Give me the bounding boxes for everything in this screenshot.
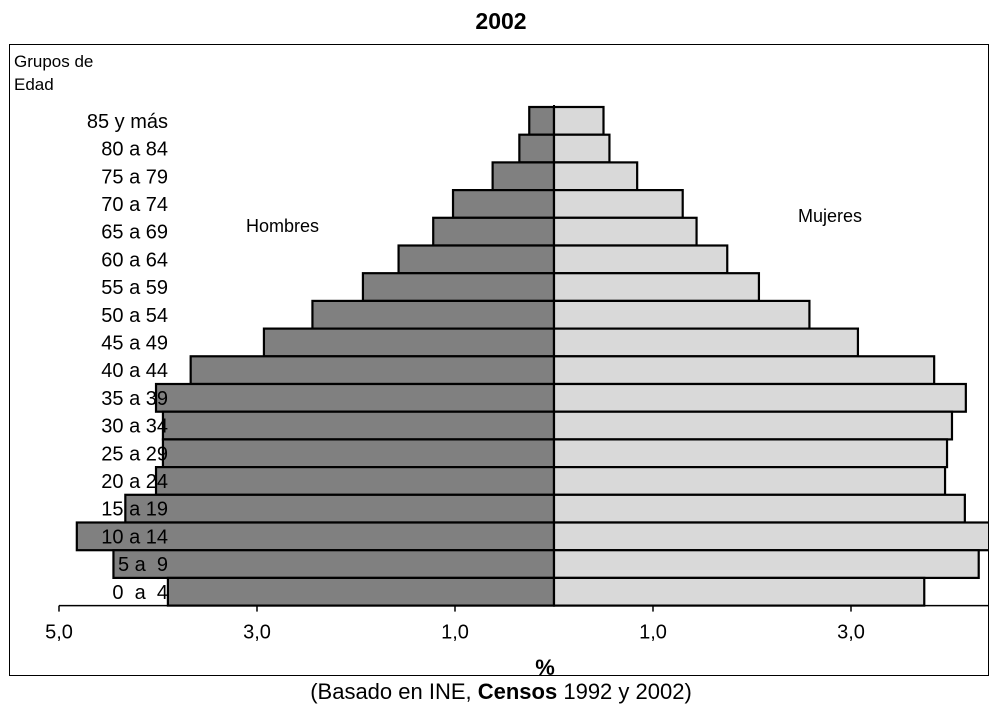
bar-mujeres xyxy=(552,299,811,330)
age-group-label: 60 a 64 xyxy=(101,249,168,271)
bar-hombres xyxy=(166,576,556,607)
bar-mujeres xyxy=(552,549,980,580)
chart-frame: Grupos de Edad Hombres Mujeres 85 y más 8… xyxy=(9,44,989,676)
bar-hombres xyxy=(491,161,556,192)
bar-mujeres xyxy=(552,438,949,469)
age-group-label: 40 a 44 xyxy=(101,360,168,382)
bar-mujeres xyxy=(552,410,954,441)
age-group-label: 15 a 19 xyxy=(101,499,168,521)
age-group-label: 20 a 24 xyxy=(101,471,168,493)
bar-mujeres xyxy=(552,327,860,358)
bar-mujeres xyxy=(552,382,967,413)
hombres-bars xyxy=(75,105,556,607)
age-group-label: 70 a 74 xyxy=(101,194,168,216)
age-group-label: 5 a 9 xyxy=(118,554,168,576)
age-group-label: 65 a 69 xyxy=(101,222,168,244)
bar-hombres xyxy=(262,327,556,358)
bar-mujeres xyxy=(552,244,729,275)
age-group-label: 55 a 59 xyxy=(101,277,168,299)
bar-mujeres xyxy=(552,272,761,302)
bar-hombres xyxy=(189,355,556,386)
age-group-label: 10 a 14 xyxy=(101,526,168,548)
bar-hombres xyxy=(161,410,556,441)
age-group-label: 25 a 29 xyxy=(101,443,168,465)
bar-hombres xyxy=(432,216,556,247)
bar-hombres xyxy=(161,438,556,469)
bar-mujeres xyxy=(552,189,684,219)
mujeres-bars xyxy=(552,105,988,607)
bar-mujeres xyxy=(552,576,926,607)
x-tick-label: 1,0 xyxy=(639,622,667,644)
age-group-label: 35 a 39 xyxy=(101,388,168,410)
age-group-labels: 85 y más 80 a 84 75 a 79 70 a 74 65 a 69 60 a… xyxy=(87,111,168,604)
bar-mujeres xyxy=(552,161,639,192)
source-prefix: (Basado en INE, xyxy=(310,679,478,704)
bar-hombres xyxy=(124,493,556,524)
age-group-label: 75 a 79 xyxy=(101,166,168,188)
age-group-label: 50 a 54 xyxy=(101,305,168,327)
bar-hombres xyxy=(154,382,556,413)
age-group-label: 80 a 84 xyxy=(101,139,168,161)
x-axis-label: % xyxy=(535,655,555,675)
bar-hombres xyxy=(75,521,556,552)
bar-mujeres xyxy=(552,466,947,496)
x-tick-label: 3,0 xyxy=(837,622,865,644)
population-pyramid-svg: Grupos de Edad Hombres Mujeres 85 y más8… xyxy=(14,52,988,675)
bar-mujeres xyxy=(552,521,988,552)
chart-title: 2002 xyxy=(475,8,527,34)
y-axis-title-line-1: Grupos de xyxy=(14,52,93,71)
age-group-label: 45 a 49 xyxy=(101,332,168,354)
series-label-hombres: Hombres xyxy=(246,216,319,236)
age-group-label: 0 a 4 xyxy=(112,582,168,604)
bar-hombres xyxy=(154,466,556,496)
bar-mujeres xyxy=(552,355,936,386)
bar-hombres xyxy=(112,549,556,580)
bar-hombres xyxy=(397,244,556,275)
bar-mujeres xyxy=(552,493,966,524)
bar-hombres xyxy=(361,272,556,302)
age-group-label: 85 y más xyxy=(87,111,168,133)
bar-mujeres xyxy=(552,216,698,247)
y-axis-title-line-2: Edad xyxy=(14,75,54,94)
bar-hombres xyxy=(451,189,556,219)
bar-mujeres xyxy=(552,133,611,164)
x-tick-label: 3,0 xyxy=(243,622,271,644)
source-note: (Basado en INE, Censos 1992 y 2002) xyxy=(0,679,1002,705)
x-axis: 5,03,01,01,03,05,0 xyxy=(45,604,988,644)
bar-hombres xyxy=(528,105,556,136)
x-tick-label: 5,0 xyxy=(45,622,73,644)
bar-hombres xyxy=(311,299,556,330)
bar-hombres xyxy=(518,133,556,164)
bar-mujeres xyxy=(552,105,605,136)
source-bold: Censos xyxy=(477,679,558,704)
series-label-mujeres: Mujeres xyxy=(798,206,862,226)
age-group-label: 30 a 34 xyxy=(101,416,168,438)
source-suffix: 1992 y 2002) xyxy=(557,679,692,704)
x-tick-label: 1,0 xyxy=(441,622,469,644)
